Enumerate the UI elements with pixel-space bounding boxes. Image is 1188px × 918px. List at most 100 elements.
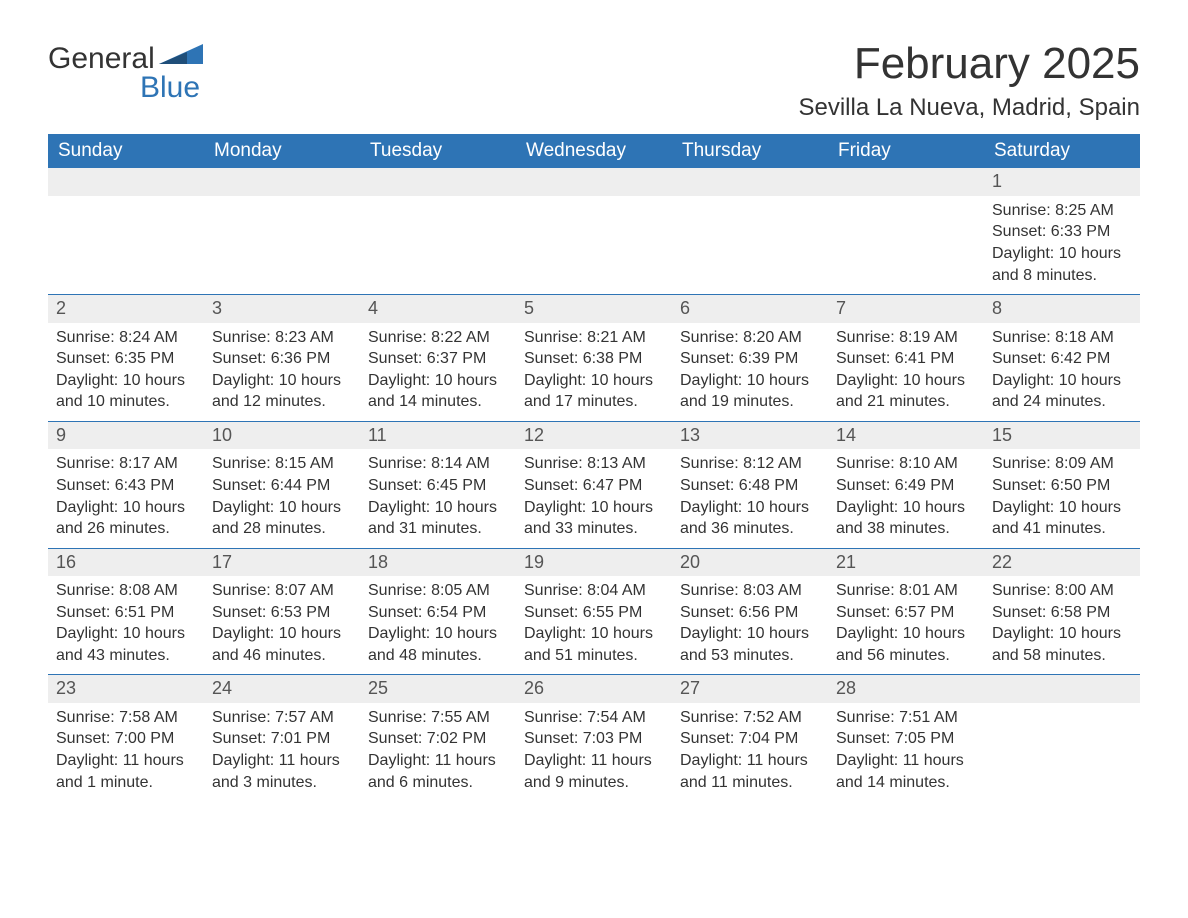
day-number xyxy=(828,168,984,195)
sunrise-text: Sunrise: 8:03 AM xyxy=(680,580,820,602)
day-number: 16 xyxy=(48,549,204,576)
day-number: 22 xyxy=(984,549,1140,576)
calendar-week-row: 23Sunrise: 7:58 AMSunset: 7:00 PMDayligh… xyxy=(48,675,1140,801)
daylight-text: Daylight: 11 hours and 11 minutes. xyxy=(680,750,820,793)
day-details: Sunrise: 7:54 AMSunset: 7:03 PMDaylight:… xyxy=(516,703,672,801)
calendar-cell: 7Sunrise: 8:19 AMSunset: 6:41 PMDaylight… xyxy=(828,295,984,422)
calendar-cell: 12Sunrise: 8:13 AMSunset: 6:47 PMDayligh… xyxy=(516,421,672,548)
day-details: Sunrise: 8:14 AMSunset: 6:45 PMDaylight:… xyxy=(360,449,516,547)
day-details: Sunrise: 8:23 AMSunset: 6:36 PMDaylight:… xyxy=(204,323,360,421)
day-details: Sunrise: 7:57 AMSunset: 7:01 PMDaylight:… xyxy=(204,703,360,801)
sunrise-text: Sunrise: 8:17 AM xyxy=(56,453,196,475)
day-details: Sunrise: 8:05 AMSunset: 6:54 PMDaylight:… xyxy=(360,576,516,674)
day-number: 7 xyxy=(828,295,984,322)
sunset-text: Sunset: 6:47 PM xyxy=(524,475,664,497)
calendar-cell: 1Sunrise: 8:25 AMSunset: 6:33 PMDaylight… xyxy=(984,168,1140,294)
daylight-text: Daylight: 10 hours and 51 minutes. xyxy=(524,623,664,666)
calendar-cell: 25Sunrise: 7:55 AMSunset: 7:02 PMDayligh… xyxy=(360,675,516,801)
sunrise-text: Sunrise: 8:04 AM xyxy=(524,580,664,602)
calendar-cell: 23Sunrise: 7:58 AMSunset: 7:00 PMDayligh… xyxy=(48,675,204,801)
day-details: Sunrise: 8:18 AMSunset: 6:42 PMDaylight:… xyxy=(984,323,1140,421)
calendar-week-row: 9Sunrise: 8:17 AMSunset: 6:43 PMDaylight… xyxy=(48,421,1140,548)
day-number: 21 xyxy=(828,549,984,576)
sunrise-text: Sunrise: 8:00 AM xyxy=(992,580,1132,602)
day-number xyxy=(672,168,828,195)
daylight-text: Daylight: 11 hours and 6 minutes. xyxy=(368,750,508,793)
day-number: 11 xyxy=(360,422,516,449)
calendar-cell xyxy=(48,168,204,294)
day-details: Sunrise: 8:09 AMSunset: 6:50 PMDaylight:… xyxy=(984,449,1140,547)
daylight-text: Daylight: 10 hours and 26 minutes. xyxy=(56,497,196,540)
day-number: 3 xyxy=(204,295,360,322)
calendar-cell xyxy=(672,168,828,294)
location-subtitle: Sevilla La Nueva, Madrid, Spain xyxy=(798,94,1140,122)
day-details: Sunrise: 8:00 AMSunset: 6:58 PMDaylight:… xyxy=(984,576,1140,674)
day-details: Sunrise: 8:10 AMSunset: 6:49 PMDaylight:… xyxy=(828,449,984,547)
daylight-text: Daylight: 11 hours and 3 minutes. xyxy=(212,750,352,793)
calendar-cell: 13Sunrise: 8:12 AMSunset: 6:48 PMDayligh… xyxy=(672,421,828,548)
daylight-text: Daylight: 10 hours and 43 minutes. xyxy=(56,623,196,666)
day-number: 12 xyxy=(516,422,672,449)
col-friday: Friday xyxy=(828,134,984,168)
sunset-text: Sunset: 6:41 PM xyxy=(836,348,976,370)
daylight-text: Daylight: 10 hours and 58 minutes. xyxy=(992,623,1132,666)
calendar-cell xyxy=(204,168,360,294)
day-header-row: Sunday Monday Tuesday Wednesday Thursday… xyxy=(48,134,1140,168)
sunrise-text: Sunrise: 8:23 AM xyxy=(212,327,352,349)
sunrise-text: Sunrise: 8:19 AM xyxy=(836,327,976,349)
sunset-text: Sunset: 6:39 PM xyxy=(680,348,820,370)
col-sunday: Sunday xyxy=(48,134,204,168)
calendar-cell: 20Sunrise: 8:03 AMSunset: 6:56 PMDayligh… xyxy=(672,548,828,675)
logo-word1: General xyxy=(48,44,155,74)
sunrise-text: Sunrise: 8:10 AM xyxy=(836,453,976,475)
day-number: 6 xyxy=(672,295,828,322)
sunrise-text: Sunrise: 8:07 AM xyxy=(212,580,352,602)
sunset-text: Sunset: 6:37 PM xyxy=(368,348,508,370)
sunrise-text: Sunrise: 7:58 AM xyxy=(56,707,196,729)
day-number: 20 xyxy=(672,549,828,576)
sunrise-text: Sunrise: 8:05 AM xyxy=(368,580,508,602)
sunrise-text: Sunrise: 8:09 AM xyxy=(992,453,1132,475)
day-number: 15 xyxy=(984,422,1140,449)
sunset-text: Sunset: 6:49 PM xyxy=(836,475,976,497)
day-details: Sunrise: 7:55 AMSunset: 7:02 PMDaylight:… xyxy=(360,703,516,801)
daylight-text: Daylight: 10 hours and 12 minutes. xyxy=(212,370,352,413)
day-number: 24 xyxy=(204,675,360,702)
calendar-cell: 26Sunrise: 7:54 AMSunset: 7:03 PMDayligh… xyxy=(516,675,672,801)
calendar-cell: 19Sunrise: 8:04 AMSunset: 6:55 PMDayligh… xyxy=(516,548,672,675)
sunrise-text: Sunrise: 8:13 AM xyxy=(524,453,664,475)
daylight-text: Daylight: 10 hours and 14 minutes. xyxy=(368,370,508,413)
sunrise-text: Sunrise: 8:18 AM xyxy=(992,327,1132,349)
logo-word2: Blue xyxy=(48,74,203,101)
daylight-text: Daylight: 11 hours and 9 minutes. xyxy=(524,750,664,793)
day-number: 5 xyxy=(516,295,672,322)
calendar-cell: 9Sunrise: 8:17 AMSunset: 6:43 PMDaylight… xyxy=(48,421,204,548)
day-number: 17 xyxy=(204,549,360,576)
calendar-cell: 16Sunrise: 8:08 AMSunset: 6:51 PMDayligh… xyxy=(48,548,204,675)
daylight-text: Daylight: 10 hours and 53 minutes. xyxy=(680,623,820,666)
sunrise-text: Sunrise: 7:55 AM xyxy=(368,707,508,729)
day-number: 13 xyxy=(672,422,828,449)
calendar-cell: 8Sunrise: 8:18 AMSunset: 6:42 PMDaylight… xyxy=(984,295,1140,422)
day-number xyxy=(516,168,672,195)
day-number: 26 xyxy=(516,675,672,702)
daylight-text: Daylight: 10 hours and 38 minutes. xyxy=(836,497,976,540)
sunset-text: Sunset: 6:55 PM xyxy=(524,602,664,624)
header: General Blue February 2025 Sevilla La Nu… xyxy=(48,40,1140,122)
daylight-text: Daylight: 10 hours and 28 minutes. xyxy=(212,497,352,540)
day-details: Sunrise: 8:08 AMSunset: 6:51 PMDaylight:… xyxy=(48,576,204,674)
day-number xyxy=(360,168,516,195)
sunrise-text: Sunrise: 8:14 AM xyxy=(368,453,508,475)
logo-triangle-icon xyxy=(159,40,203,70)
sunset-text: Sunset: 6:51 PM xyxy=(56,602,196,624)
sunrise-text: Sunrise: 8:25 AM xyxy=(992,200,1132,222)
sunset-text: Sunset: 6:33 PM xyxy=(992,221,1132,243)
sunset-text: Sunset: 7:05 PM xyxy=(836,728,976,750)
day-details: Sunrise: 8:03 AMSunset: 6:56 PMDaylight:… xyxy=(672,576,828,674)
calendar-week-row: 2Sunrise: 8:24 AMSunset: 6:35 PMDaylight… xyxy=(48,295,1140,422)
day-number: 9 xyxy=(48,422,204,449)
sunset-text: Sunset: 7:04 PM xyxy=(680,728,820,750)
sunrise-text: Sunrise: 8:22 AM xyxy=(368,327,508,349)
sunset-text: Sunset: 6:45 PM xyxy=(368,475,508,497)
daylight-text: Daylight: 10 hours and 56 minutes. xyxy=(836,623,976,666)
